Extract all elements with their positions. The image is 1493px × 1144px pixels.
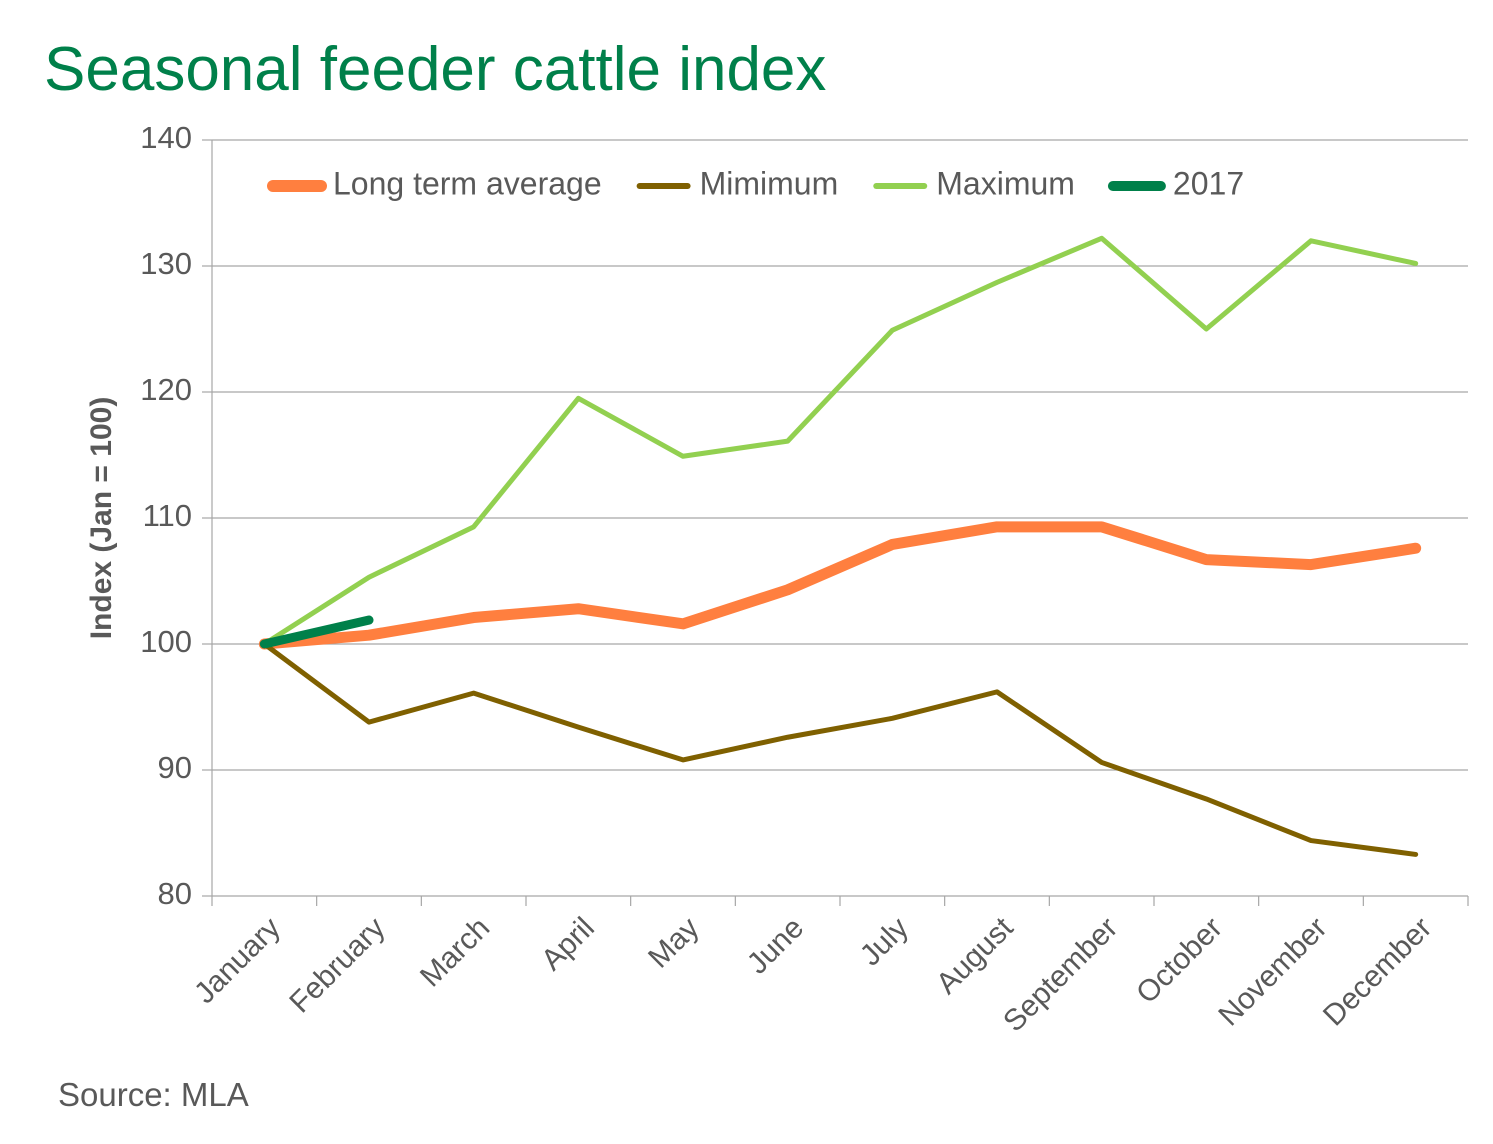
x-tick-label: May	[642, 911, 705, 974]
y-tick-label: 90	[158, 750, 192, 785]
chart-title: Seasonal feeder cattle index	[44, 35, 826, 104]
series-line	[261, 235, 1419, 647]
x-tick-label: November	[1212, 911, 1333, 1032]
x-tick-label: June	[741, 911, 810, 980]
x-tick-label: April	[535, 911, 601, 977]
source-note: Source: MLA	[58, 1076, 249, 1113]
series-line	[261, 641, 1419, 857]
y-tick-label: 140	[140, 120, 192, 155]
y-tick-label: 110	[143, 498, 192, 533]
x-tick-label: August	[930, 911, 1020, 1001]
y-tick-label: 120	[140, 372, 192, 407]
x-tick-label: July	[854, 911, 915, 972]
series-line	[259, 615, 374, 649]
y-tick-label: 100	[140, 624, 192, 659]
legend-label: 2017	[1173, 165, 1244, 201]
legend-label: Maximum	[936, 165, 1075, 201]
y-tick-label: 130	[140, 246, 192, 281]
y-axis-label: Index (Jan = 100)	[85, 397, 118, 640]
series-line	[258, 521, 1422, 650]
x-tick-label: October	[1130, 911, 1229, 1010]
x-tick-label: February	[283, 911, 391, 1019]
legend-label: Mimimum	[700, 165, 839, 201]
x-tick-label: September	[997, 911, 1124, 1038]
x-tick-label: December	[1317, 911, 1438, 1032]
legend-label: Long term average	[333, 165, 602, 201]
x-tick-label: March	[414, 911, 496, 993]
y-tick-label: 80	[158, 876, 192, 911]
x-tick-label: January	[188, 911, 287, 1010]
